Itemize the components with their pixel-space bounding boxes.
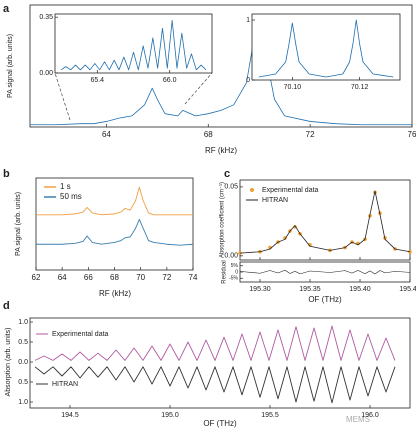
plot-frame: [54, 13, 213, 74]
data-line: [30, 15, 412, 126]
legend-label: Experimental data: [52, 331, 109, 338]
x-tick-label: 195.5: [261, 412, 279, 419]
y-tick-label: 1.0: [18, 319, 28, 326]
x-tick-label: 195.30: [249, 286, 271, 293]
data-point: [283, 236, 287, 240]
x-axis-label: OF (THz): [203, 419, 237, 428]
legend-label: 50 ms: [60, 192, 82, 201]
plot-frame: [239, 179, 411, 261]
x-tick-label: 195.0: [161, 412, 179, 419]
panel-letter: d: [3, 300, 10, 312]
x-axis-label: RF (kHz): [99, 289, 131, 298]
x-tick-label: 70.10: [284, 84, 302, 91]
plot-frame: [29, 317, 411, 409]
inset-bg: [252, 14, 400, 80]
panel-letter: a: [3, 3, 10, 15]
y-axis-label: PA signal (arb. units): [7, 34, 14, 98]
legend-label: HITRAN: [262, 197, 288, 204]
x-tick-label: 195.40: [349, 286, 371, 293]
x-tick-label: 76: [408, 130, 416, 139]
data-line: [34, 325, 396, 361]
y-tick-label: 0.00: [224, 253, 238, 260]
data-line: [34, 366, 396, 404]
legend-swatch: [250, 188, 254, 192]
plot-frame: [29, 4, 413, 128]
x-tick-label: 68: [204, 130, 213, 139]
x-tick-label: 72: [306, 130, 315, 139]
x-tick-label: 65.4: [90, 77, 104, 84]
x-tick-label: 74: [189, 273, 198, 282]
data-line: [60, 19, 207, 71]
legend-label: Experimental data: [262, 187, 319, 194]
watermark: MEMS: [346, 415, 370, 424]
y-axis-label: Absorption coefficient (cm⁻¹): [220, 182, 226, 258]
y-tick-label: 0.00: [39, 70, 53, 77]
x-tick-label: 194.5: [61, 412, 79, 419]
y-tick-label: -5%: [229, 276, 238, 282]
data-line: [258, 19, 394, 78]
y-tick-label: 0.35: [39, 14, 53, 21]
x-tick-label: 72: [162, 273, 171, 282]
data-point: [408, 249, 412, 254]
y-tick-label: 1.0: [18, 399, 28, 406]
x-tick-label: 196.0: [361, 412, 379, 419]
x-axis-label: RF (kHz): [205, 146, 237, 155]
data-line: [36, 186, 193, 216]
x-tick-label: 68: [110, 273, 119, 282]
x-tick-label: 62: [32, 273, 41, 282]
y-tick-label: 0.5: [18, 339, 28, 346]
plot-frame: [251, 13, 401, 81]
panel-letter: b: [3, 168, 10, 180]
data-line: [239, 190, 411, 254]
x-tick-label: 66.0: [163, 77, 177, 84]
y-tick-label: 1: [246, 17, 250, 24]
zoom-line: [54, 72, 71, 121]
x-tick-label: 195.35: [299, 286, 321, 293]
panel-letter: c: [224, 168, 230, 180]
y-tick-label: 5%: [231, 263, 239, 269]
data-line: [36, 218, 194, 246]
x-axis-label: OF (THz): [308, 295, 342, 304]
residual-line: [239, 269, 411, 275]
x-tick-label: 64: [58, 273, 67, 282]
x-tick-label: 195.45: [399, 286, 416, 293]
x-tick-label: 70: [136, 273, 145, 282]
x-tick-label: 70.12: [351, 84, 369, 91]
data-point: [238, 251, 242, 255]
y-axis-label: PA signal (arb. units): [15, 192, 22, 256]
y-axis-label: Absorption (arb. units): [5, 328, 12, 397]
x-tick-label: 64: [102, 130, 111, 139]
x-tick-label: 66: [84, 273, 93, 282]
y-tick-label: 0: [246, 77, 250, 84]
y-axis-label: Residual: [222, 260, 228, 283]
y-tick-label: 0.05: [224, 184, 238, 191]
y-tick-label: 0.0: [18, 359, 28, 366]
legend-label: 1 s: [60, 182, 71, 191]
zoom-line: [184, 72, 213, 105]
legend-label: HITRAN: [52, 381, 78, 388]
inset-bg: [55, 14, 212, 73]
y-tick-label: 0: [235, 269, 238, 275]
y-tick-label: 0.5: [18, 379, 28, 386]
